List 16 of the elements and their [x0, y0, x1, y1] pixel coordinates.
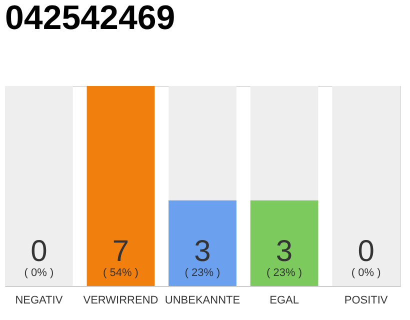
data-label: 3 — [194, 235, 211, 268]
annotation: ( 54% ) — [102, 267, 138, 279]
data-label: 7 — [112, 235, 130, 268]
chart-title: 042542469 — [5, 0, 176, 37]
annotation: 0 — [358, 235, 374, 268]
annotation: ( 0% ) — [351, 267, 381, 279]
annotation: ( 23% ) — [266, 267, 302, 279]
x-tick-label: EGAL — [270, 294, 299, 306]
annotation: ( 0% ) — [24, 267, 54, 279]
x-tick-label: UNBEKANNTE — [164, 294, 240, 306]
annotation: ( 23% ) — [184, 267, 220, 279]
x-tick-label: VERWIRREND — [83, 294, 158, 306]
x-tick-label: POSITIV — [344, 294, 388, 306]
data-label: 3 — [276, 235, 293, 268]
x-tick-label: NEGATIV — [15, 294, 64, 306]
annotation: 0 — [30, 235, 48, 268]
